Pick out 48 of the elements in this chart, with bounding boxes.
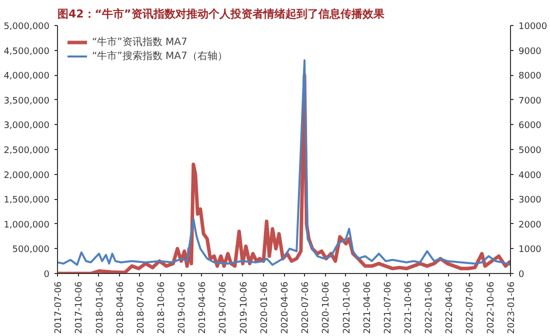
x-tick-label: 2019-07-06 — [218, 281, 229, 334]
x-tick-label: 2021-10-06 — [404, 281, 414, 334]
y-tick-label: 2,500,000 — [4, 146, 50, 156]
x-tick-label: 2021-04-06 — [362, 281, 373, 334]
x-tick-label: 2017-10-06 — [74, 281, 85, 334]
y2-tick-label: 10000 — [518, 22, 548, 32]
x-tick-label: 2018-01-06 — [95, 281, 106, 334]
x-tick-label: 2021-01-06 — [342, 281, 352, 334]
x-tick-label: 2022-04-06 — [445, 281, 456, 334]
y2-tick-label: 3000 — [518, 196, 542, 206]
y-tick-label: 3,500,000 — [4, 96, 50, 106]
chart-title: 图42：“牛市”资讯指数对推动个人投资者情绪起到了信息传播效果 — [58, 8, 386, 20]
x-tick-label: 2022-10-06 — [486, 281, 496, 334]
x-tick-label: 2019-01-06 — [178, 281, 188, 334]
y-tick-label: 0 — [44, 270, 50, 280]
x-tick-label: 2020-07-06 — [301, 281, 312, 334]
y2-tick-label: 6000 — [518, 121, 542, 132]
x-tick-label: 2022-01-06 — [424, 281, 435, 334]
y2-tick-label: 7000 — [518, 96, 542, 106]
x-tick-label: 2021-07-06 — [383, 281, 394, 334]
y2-tick-label: 8000 — [518, 72, 542, 82]
y-tick-label: 5,000,000 — [4, 22, 50, 32]
y-tick-label: 1,500,000 — [4, 196, 50, 206]
y-tick-label: 4,500,000 — [4, 46, 50, 57]
y-tick-label: 2,000,000 — [4, 170, 50, 181]
x-tick-label: 2018-07-06 — [136, 281, 146, 334]
x-tick-label: 2020-10-06 — [322, 281, 332, 334]
y-tick-label: 1,000,000 — [4, 220, 50, 230]
x-tick-label: 2017-07-06 — [54, 281, 64, 334]
x-tick-label: 2022-07-06 — [466, 281, 476, 334]
y2-tick-label: 2000 — [518, 220, 542, 230]
legend-label: “牛市”资讯指数 MA7 — [92, 36, 188, 49]
x-tick-label: 2020-01-06 — [260, 281, 270, 334]
x-tick-label: 2018-04-06 — [116, 281, 126, 334]
x-tick-label: 2019-04-06 — [198, 281, 208, 334]
x-tick-label: 2018-10-06 — [156, 281, 167, 334]
legend-label: “牛市”搜索指数 MA7（右轴） — [92, 50, 228, 63]
x-tick-label: 2019-10-06 — [239, 281, 250, 334]
y2-tick-label: 0 — [518, 270, 524, 280]
y-tick-label: 500,000 — [12, 245, 50, 256]
y-tick-label: 3,000,000 — [4, 121, 50, 132]
y2-tick-label: 1000 — [518, 245, 542, 256]
y-tick-label: 4,000,000 — [4, 72, 50, 82]
y2-tick-label: 4000 — [518, 170, 542, 181]
y2-tick-label: 9000 — [518, 46, 542, 57]
x-tick-label: 2020-04-06 — [280, 281, 290, 334]
x-tick-label: 2023-01-06 — [507, 281, 517, 334]
y2-tick-label: 5000 — [518, 146, 542, 156]
